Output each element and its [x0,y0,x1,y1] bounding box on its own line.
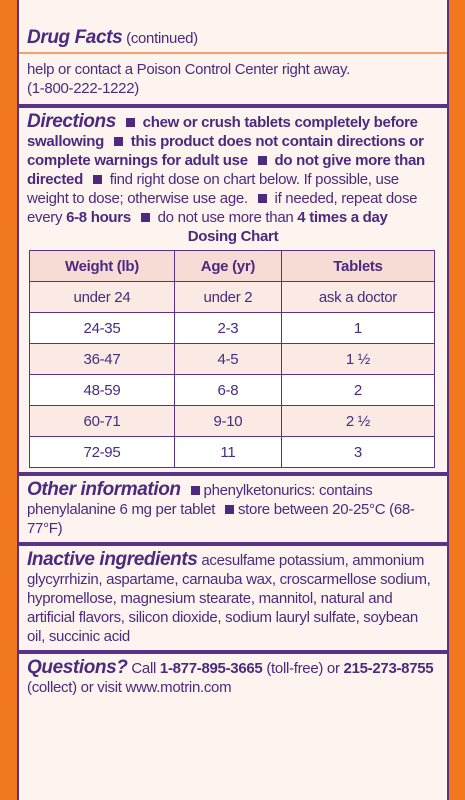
info-item: store between 20-25°C (68-77°F) [27,501,415,537]
table-cell: 2 [280,374,436,406]
table-cell: 72-95 [29,436,175,468]
warning-text: help or contact a Poison Control Center … [27,61,350,78]
inactive-text: acesulfame potassium, ammonium glycyrrhi… [27,552,431,645]
other-heading: Other information [27,479,181,500]
text-segment: (collect) or visit www.motrin.com [27,679,232,696]
bullet [190,486,200,495]
text-segment: (toll-free) or [266,660,340,677]
table-cell: 48-59 [29,374,175,406]
text-segment: this product does not contain directions… [27,133,424,169]
column-header: Weight (lb) [29,250,175,282]
directions-text: Directions chew or crush tablets complet… [27,112,439,227]
table-row: 60-71 9-10 2 ½ [29,405,436,437]
title: Drug Facts [27,27,123,48]
table-cell: 36-47 [29,343,175,375]
text-segment: chew or crush tablets completely before … [27,114,418,150]
table-row: under 24 under 2 ask a doctor [29,281,436,313]
table-cell: under 24 [29,281,175,313]
text-segment: find right dose on chart below. If possi… [27,171,399,207]
table-cell: under 2 [173,281,282,313]
poison-phone: (1-800-222-1222) [27,80,139,97]
bullet [113,137,123,146]
inactive-ingredients: Inactive ingredients acesulfame potassiu… [19,542,447,650]
warning-continued: help or contact a Poison Control Center … [19,54,447,104]
info-item: phenylketonurics: contains phenylalanine… [27,482,373,518]
questions: Questions? Call 1-877-895-3665 (toll-fre… [19,650,447,701]
table-cell: ask a doctor [280,281,436,313]
table-cell: 1 ½ [280,343,436,375]
table-cell: 1 [280,312,436,344]
text-segment: if needed, repeat dose every [27,190,418,226]
directions: Directions chew or crush tablets complet… [19,104,447,472]
text-segment: 4 times a day [297,209,388,226]
table-cell: 60-71 [29,405,175,437]
bullet [257,156,267,165]
other-information: Other information phenylketonurics: cont… [19,472,447,542]
subtitle: (continued) [126,30,198,47]
table-cell: 2 ½ [280,405,436,437]
table-cell: 11 [173,436,282,468]
table-cell: 9-10 [173,405,282,437]
text-segment: Call [131,660,157,677]
table-header: Weight (lb) Age (yr) Tablets [29,250,436,282]
text-segment: 6-8 hours [66,209,131,226]
table-row: 72-95 11 3 [29,436,436,468]
bullet [140,213,150,222]
text-segment: 215-273-8755 [343,660,434,677]
text-segment: do not give more than directed [27,152,425,188]
table-row: 48-59 6-8 2 [29,374,436,406]
table-cell: 2-3 [173,312,282,344]
drug-facts-panel: Drug Facts (continued) help or contact a… [17,0,449,800]
table-cell: 6-8 [173,374,282,406]
directions-heading: Directions [27,111,116,132]
bullet [257,194,267,203]
column-header: Tablets [280,250,436,282]
chart-title: Dosing Chart [187,228,279,245]
table-row: 36-47 4-5 1 ½ [29,343,436,375]
table-row: 24-35 2-3 1 [29,312,436,344]
bullet [125,118,135,127]
column-header: Age (yr) [173,250,282,282]
bullet [92,175,102,184]
questions-heading: Questions? [27,657,128,678]
text-segment: 1-877-895-3665 [159,660,263,677]
table-cell: 3 [280,436,436,468]
table-cell: 4-5 [173,343,282,375]
dosing-table: Weight (lb) Age (yr) Tablets under 24 under … [29,250,436,468]
inactive-heading: Inactive ingredients [27,549,198,570]
text-segment: do not use more than [157,209,294,226]
table-cell: 24-35 [29,312,175,344]
header: Drug Facts (continued) [19,0,447,54]
bullet [224,505,234,514]
